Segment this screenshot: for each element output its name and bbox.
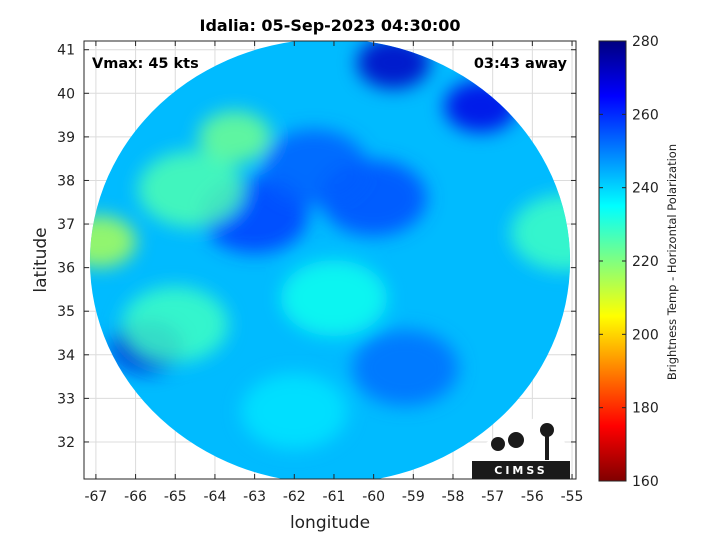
colorbar-tick-label: 220: [632, 254, 659, 270]
x-tick-label: -62: [283, 489, 306, 505]
y-tick-label: 40: [57, 86, 75, 102]
logo-dish-left: [491, 437, 505, 451]
colorbar-tick-label: 200: [632, 327, 659, 343]
colorbar-tick-label: 280: [632, 34, 659, 50]
cimss-logo: CIMSS: [472, 417, 570, 479]
swath-clip-group: [89, 41, 571, 479]
x-tick-label: -55: [561, 489, 584, 505]
chart-title: Idalia: 05-Sep-2023 04:30:00: [199, 16, 460, 35]
swath-features: [89, 41, 571, 450]
x-tick-label: -56: [521, 489, 544, 505]
y-tick-label: 36: [57, 261, 75, 277]
x-tick-label: -57: [481, 489, 504, 505]
y-tick-label: 39: [57, 130, 75, 146]
swath-feature: [352, 329, 459, 406]
colorbar-ticks: 160 180 200 220 240 260 280: [599, 34, 659, 490]
colorbar-tick-label: 180: [632, 401, 659, 417]
plot-area: -67 -66 -65 -64 -63 -62 -61 -60 -59 -58 -57 -56 -55 …: [57, 40, 583, 505]
logo-text: CIMSS: [494, 464, 547, 477]
plot-frame: [83, 40, 577, 480]
y-tick-label: 35: [57, 304, 75, 320]
x-tick-label: -67: [84, 489, 107, 505]
colorbar-label: Brightness Temp - Horizontal Polarizatio…: [665, 144, 679, 380]
y-tick-label: 37: [57, 217, 75, 233]
time-away-label: 03:43 away: [474, 56, 568, 72]
colorbar: 160 180 200 220 240 260 280 Brightness Temp - …: [598, 34, 679, 490]
logo-tower-tank: [540, 423, 554, 437]
y-tick-label: 33: [57, 391, 75, 407]
x-tick-label: -63: [243, 489, 266, 505]
y-axis-label: latitude: [31, 227, 51, 292]
swath-feature: [510, 194, 571, 271]
y-tick-label: 34: [57, 348, 75, 364]
swath-feature: [280, 260, 388, 337]
colorbar-tick-label: 240: [632, 181, 659, 197]
x-tick-label: -65: [164, 489, 187, 505]
swath-feature: [122, 286, 229, 363]
x-tick-label: -61: [323, 489, 346, 505]
x-axis-ticks: -67 -66 -65 -64 -63 -62 -61 -60 -59 -58 -57 -56 -55: [84, 41, 583, 505]
logo-banner: [472, 461, 570, 479]
y-tick-label: 32: [57, 435, 75, 451]
swath-feature: [89, 215, 137, 268]
swath-feature: [198, 110, 272, 163]
x-axis-label: longitude: [290, 513, 370, 533]
swath-feature: [260, 129, 368, 206]
colorbar-fill: [598, 40, 627, 482]
vmax-label: Vmax: 45 kts: [92, 56, 199, 72]
y-axis-ticks: 32 33 34 35 36 37 38 39 40 41: [57, 43, 576, 451]
x-tick-label: -60: [362, 489, 385, 505]
x-tick-label: -58: [442, 489, 465, 505]
y-tick-label: 41: [57, 43, 75, 59]
y-tick-label: 38: [57, 173, 75, 189]
colorbar-tick-label: 260: [632, 107, 659, 123]
swath-feature: [137, 151, 245, 228]
logo-tower: [545, 432, 549, 460]
x-tick-label: -59: [402, 489, 425, 505]
x-tick-label: -66: [124, 489, 147, 505]
logo-dish-right: [508, 432, 524, 448]
colorbar-tick-label: 160: [632, 474, 659, 490]
x-tick-label: -64: [203, 489, 226, 505]
swath-layer: [89, 41, 571, 479]
swath-feature: [241, 373, 348, 450]
